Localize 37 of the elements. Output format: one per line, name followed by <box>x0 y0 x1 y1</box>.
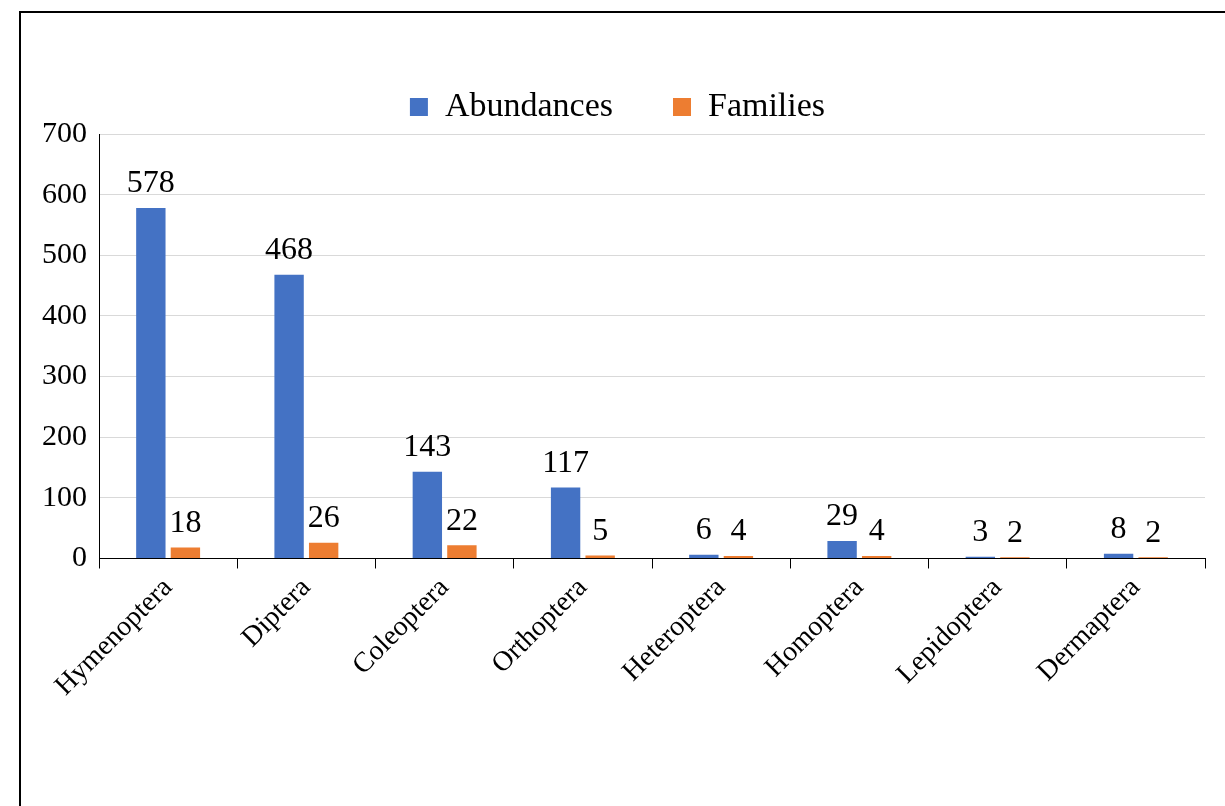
bar <box>170 547 201 558</box>
data-label: 8 <box>1110 509 1127 546</box>
bar <box>447 545 477 558</box>
data-label: 143 <box>403 427 452 464</box>
bar <box>1103 553 1134 558</box>
legend-label: Families <box>707 85 826 123</box>
data-label: 5 <box>592 510 609 547</box>
data-label: 2 <box>1145 512 1162 549</box>
y-tick-label: 600 <box>42 175 87 209</box>
y-tick-label: 100 <box>42 478 87 512</box>
bar <box>585 555 615 558</box>
bar <box>136 207 166 558</box>
bar <box>274 274 304 558</box>
bar <box>308 542 339 558</box>
data-label: 2 <box>1006 512 1023 549</box>
data-label: 3 <box>972 512 989 549</box>
data-label: 4 <box>868 511 885 548</box>
data-label: 6 <box>695 510 712 547</box>
y-tick-label: 300 <box>42 357 87 391</box>
bar <box>412 471 443 558</box>
y-tick-label: 400 <box>42 296 87 330</box>
data-label: 22 <box>445 500 478 537</box>
bar <box>689 554 719 558</box>
data-label: 578 <box>126 163 175 200</box>
data-label: 29 <box>826 496 859 533</box>
data-label: 4 <box>730 511 747 548</box>
bar <box>827 540 857 558</box>
y-tick-label: 500 <box>42 236 87 270</box>
data-label: 117 <box>542 442 589 479</box>
legend-label: Abundances <box>444 85 613 123</box>
data-label: 468 <box>265 230 314 267</box>
y-tick-label: 0 <box>72 539 87 573</box>
y-tick-label: 200 <box>42 418 87 452</box>
data-label: 18 <box>169 502 202 539</box>
y-tick-label: 700 <box>42 114 87 148</box>
data-label: 26 <box>307 498 340 535</box>
bar <box>550 487 581 558</box>
